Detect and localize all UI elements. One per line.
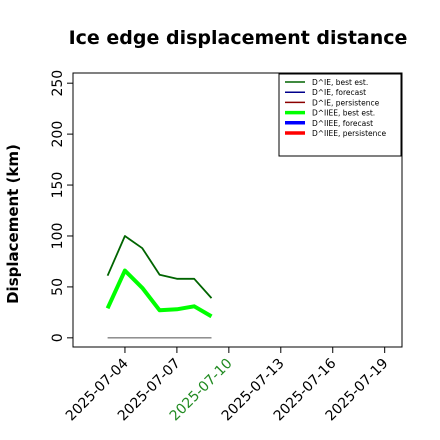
legend-entry-label: D^IE, best est.	[312, 78, 368, 87]
y-axis-label: Displacement (km)	[4, 144, 22, 304]
y-tick-label: 50	[50, 278, 66, 296]
y-tick-label: 200	[50, 121, 66, 148]
y-tick-label: 0	[50, 333, 66, 342]
plot-frame	[72, 72, 403, 348]
y-tick-label: 250	[50, 70, 66, 97]
legend-entry-label: D^IE, forecast	[312, 88, 366, 97]
legend-entry-label: D^IIEE, forecast	[312, 119, 373, 128]
legend-entry-label: D^IIEE, persistence	[312, 129, 387, 138]
series-line	[106, 235, 213, 299]
y-tick-label: 100	[50, 223, 66, 250]
y-tick-label: 150	[50, 172, 66, 199]
legend-box	[278, 73, 402, 157]
legend-entry-label: D^IIEE, best est.	[312, 109, 375, 118]
legend-entry-label: D^IE, persistence	[312, 98, 380, 107]
series-line	[105, 268, 213, 319]
chart-title: Ice edge displacement distance	[69, 27, 408, 49]
